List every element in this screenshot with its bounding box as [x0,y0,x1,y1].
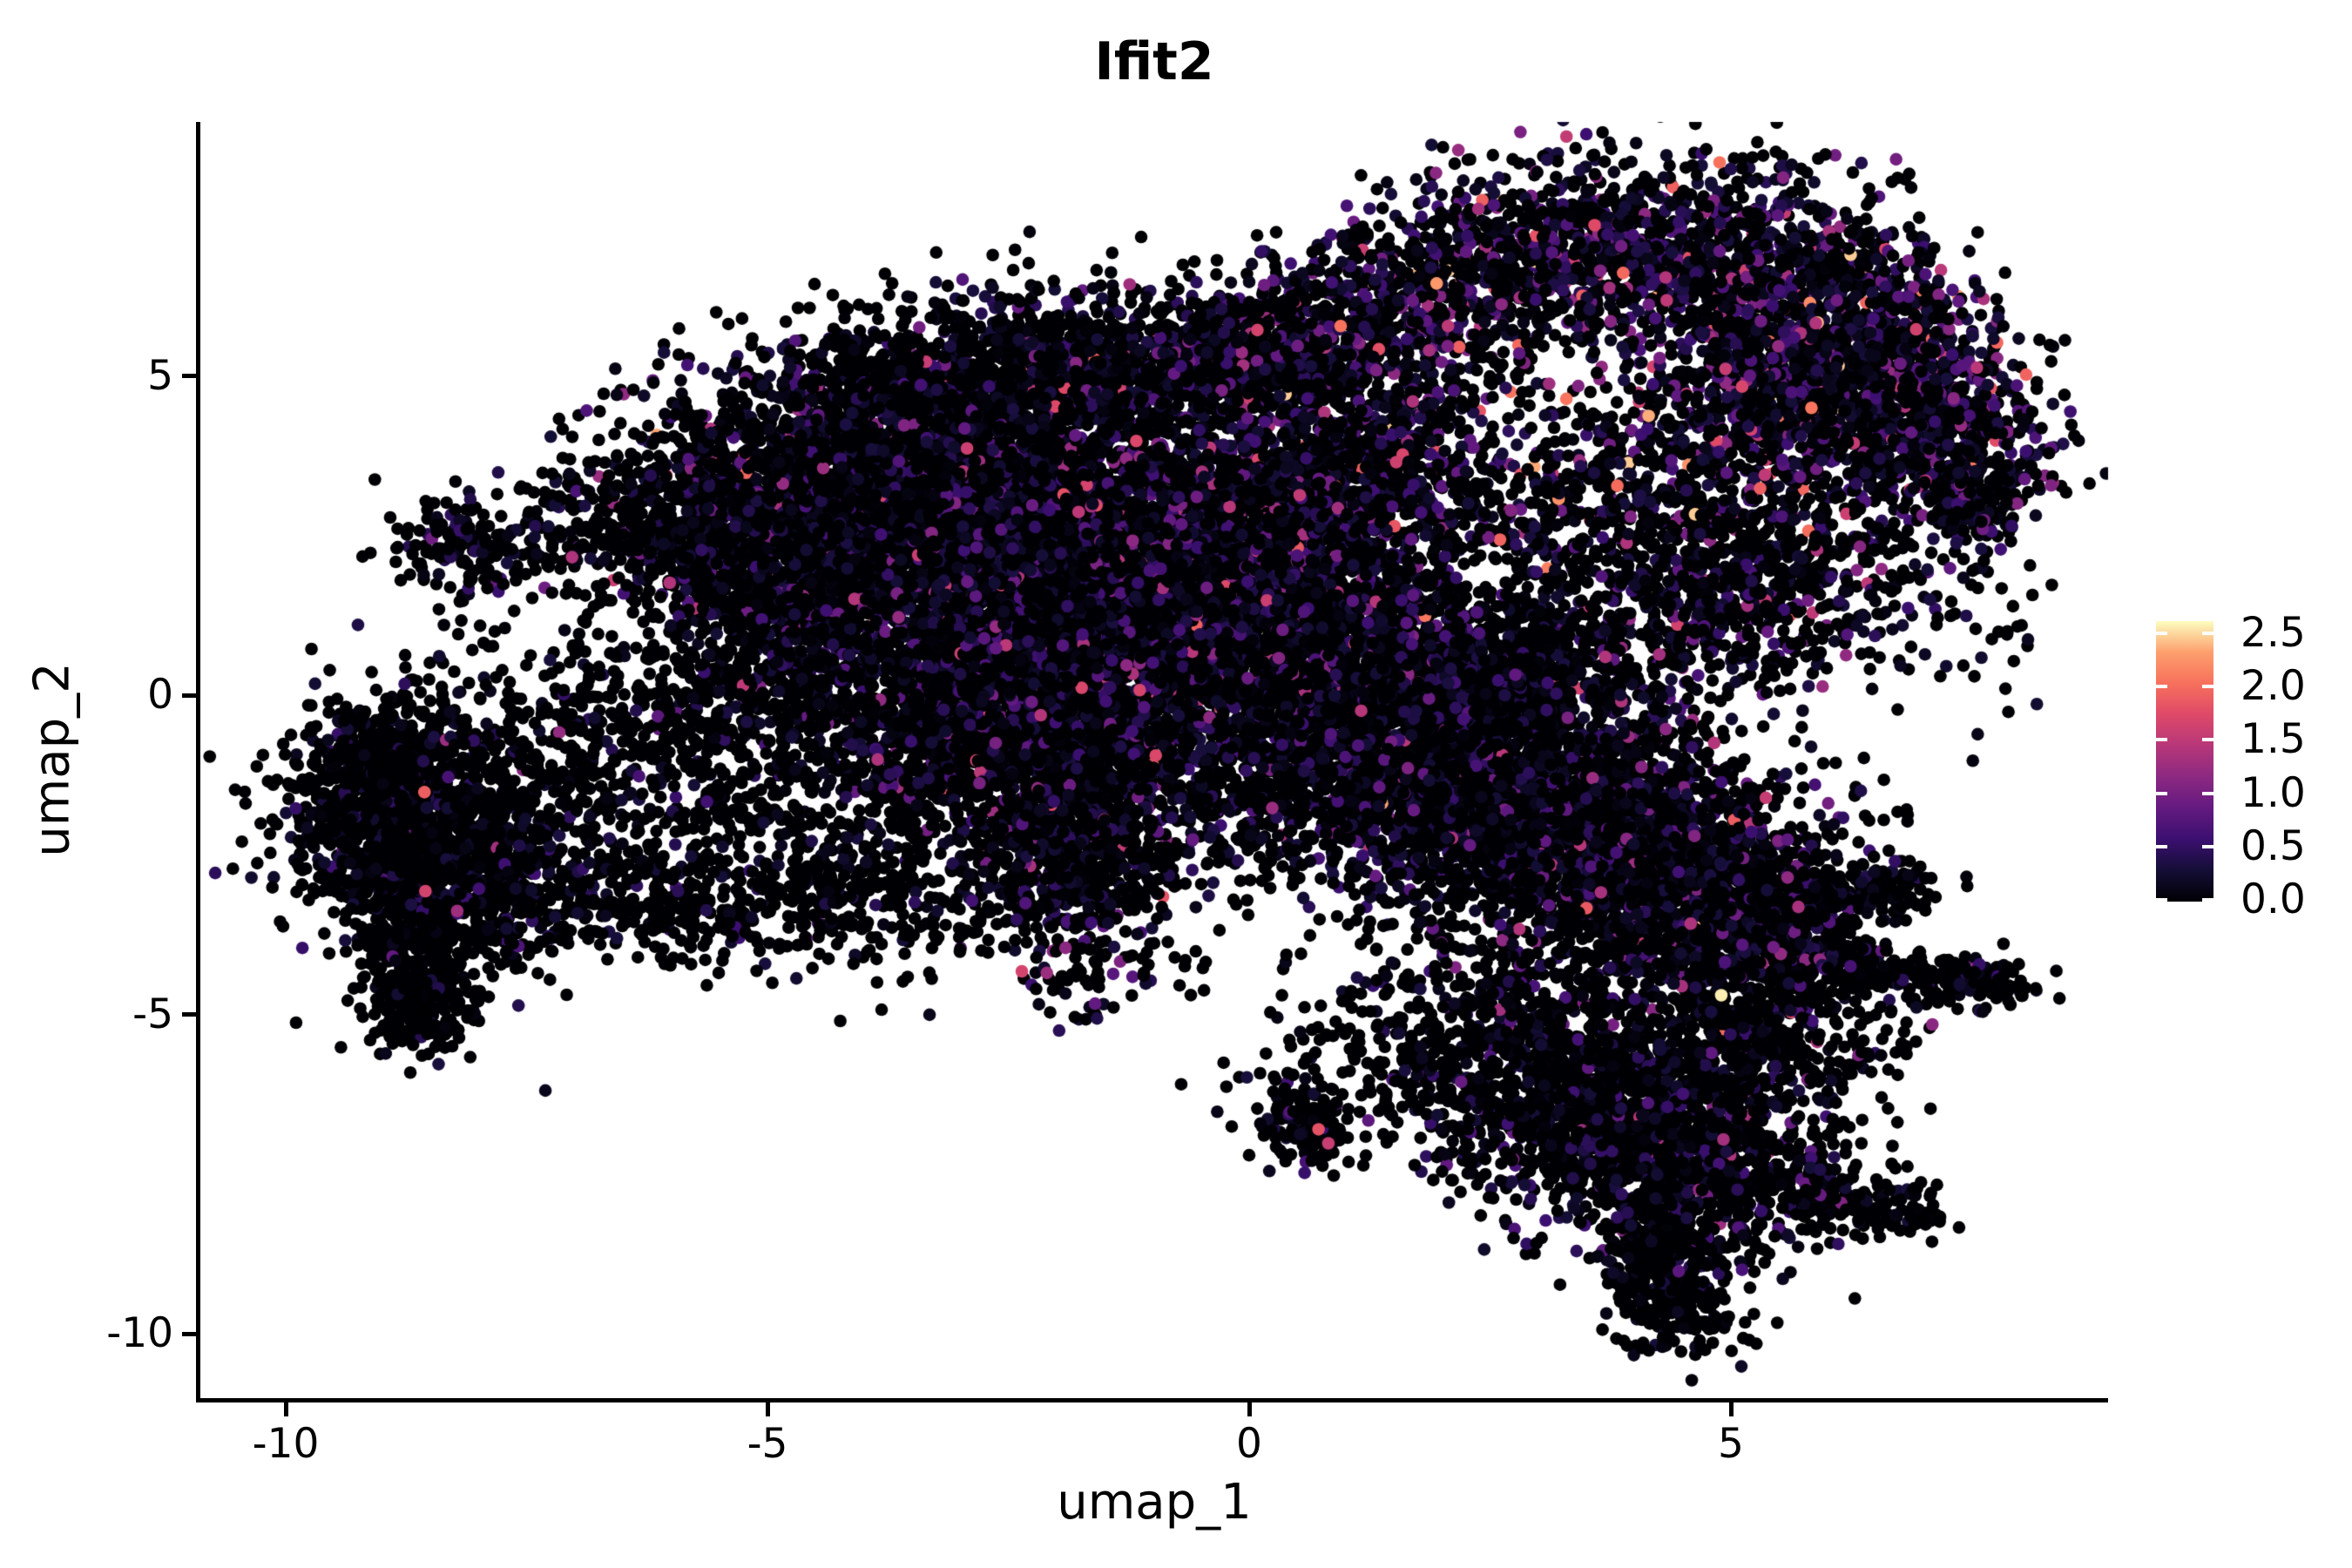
colorbar-tick-right [2202,898,2213,902]
colorbar-tick-left [2156,791,2167,795]
x-tick-mark [283,1402,288,1416]
colorbar-tick-label: 2.0 [2240,662,2306,711]
colorbar-tick-right [2202,738,2213,742]
colorbar-tick-label: 0.5 [2240,821,2306,870]
y-axis-label: umap_2 [24,662,81,857]
colorbar-tick-left [2156,844,2167,848]
colorbar-tick-right [2202,632,2213,635]
colorbar-tick-label: 1.5 [2240,715,2306,764]
x-axis-label: umap_1 [1057,1474,1252,1531]
colorbar-gradient [2156,621,2213,902]
colorbar-tick-label: 2.5 [2240,609,2306,657]
colorbar-tick-left [2156,632,2167,635]
y-tick-label: 0 [147,671,173,719]
y-tick-mark [182,1331,196,1336]
x-tick-label: -5 [747,1420,788,1468]
y-tick-label: 5 [147,351,173,400]
colorbar-tick-label: 0.0 [2240,875,2306,923]
x-axis-line [196,1398,2108,1402]
y-tick-label: -10 [106,1309,173,1357]
colorbar-tick-left [2156,685,2167,689]
colorbar-tick-label: 1.0 [2240,768,2306,817]
colorbar-tick-right [2202,844,2213,848]
x-tick-label: 5 [1718,1420,1744,1468]
x-tick-mark [1728,1402,1734,1416]
colorbar-tick-left [2156,738,2167,742]
y-tick-mark [182,693,196,698]
y-tick-mark [182,1012,196,1017]
x-tick-mark [765,1402,770,1416]
colorbar-tick-right [2202,791,2213,795]
y-axis-line [196,122,200,1402]
y-tick-mark [182,374,196,378]
colorbar-tick-right [2202,685,2213,689]
x-tick-label: -10 [252,1420,320,1468]
x-tick-mark [1247,1402,1252,1416]
y-tick-label: -5 [132,990,173,1038]
x-tick-label: 0 [1236,1420,1262,1468]
colorbar-tick-left [2156,898,2167,902]
